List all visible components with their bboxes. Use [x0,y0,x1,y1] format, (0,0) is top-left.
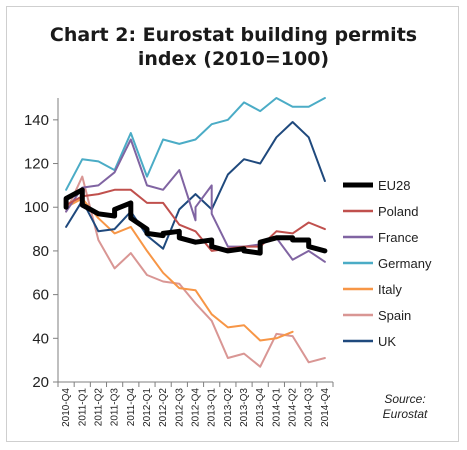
x-tick-label: 2011-Q4 [126,388,137,427]
series-line-spain [65,175,326,368]
source-label: Source: [384,392,426,406]
y-tick-label: 120 [24,156,49,173]
series-line-poland [65,188,326,252]
source-note: Source: Eurostat [365,392,445,422]
legend-label-italy: Italy [378,282,402,297]
series-line-eu28 [63,187,328,256]
x-tick-label: 2012-Q3 [174,388,185,427]
chart-frame [6,6,459,442]
y-tick-label: 140 [24,112,49,129]
legend: EU28 Poland France Germany Italy Spain UK [343,178,432,349]
chart-title-line-1: Chart 2: Eurostat building permits [49,24,418,46]
y-tick-label: 60 [32,287,49,304]
axes: 20 40 60 80 100 120 140 2010-Q4 2011-Q1 2011-Q2 20… [24,98,334,427]
y-tick-label: 20 [32,374,49,391]
x-tick-label: 2014-Q2 [288,388,299,427]
x-tick-label: 2014-Q4 [320,388,331,427]
x-tick-label: 2014-Q3 [304,388,315,427]
chart-title-line-2: index (2010=100) [137,48,330,70]
x-tick-label: 2011-Q2 [93,388,104,427]
series-lines [63,97,328,368]
legend-label-uk: UK [378,334,396,349]
series-line-uk [65,121,326,250]
x-tick-label: 2013-Q3 [239,388,250,427]
legend-label-france: France [378,230,418,245]
y-tick-label: 40 [32,330,49,347]
x-tick-label: 2011-Q1 [77,388,88,427]
y-tick-label: 80 [32,243,49,260]
x-tick-label: 2012-Q1 [142,388,153,427]
legend-label-germany: Germany [378,256,432,271]
legend-label-spain: Spain [378,308,411,323]
legend-label-poland: Poland [378,204,418,219]
x-tick-label: 2013-Q2 [223,388,234,427]
x-tick-label: 2012-Q4 [191,388,202,427]
x-tick-label: 2013-Q1 [207,388,218,427]
source-value: Eurostat [382,407,428,421]
x-tick-label: 2013-Q4 [255,388,266,427]
y-tick-label: 100 [24,199,49,216]
legend-label-eu28: EU28 [378,178,411,193]
series-line-italy [65,197,294,342]
x-tick-label: 2010-Q4 [61,388,72,427]
series-line-germany [65,97,326,191]
x-tick-label: 2014-Q1 [271,388,282,427]
x-tick-label: 2011-Q3 [110,388,121,427]
x-tick-label: 2012-Q2 [158,388,169,427]
